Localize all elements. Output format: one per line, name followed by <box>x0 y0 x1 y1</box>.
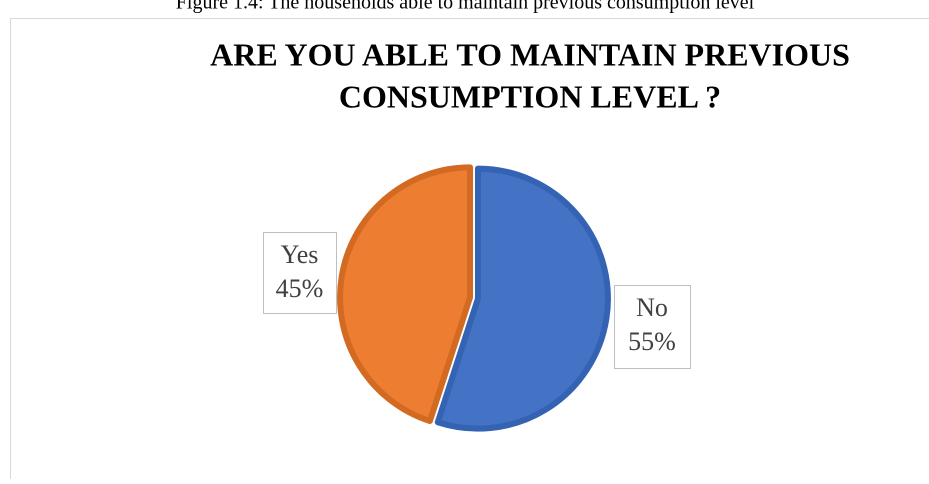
chart-title: CONSUMPTION LEVEL ? <box>339 78 721 114</box>
data-label-category: Yes <box>281 240 319 269</box>
chart-title: ARE YOU ABLE TO MAINTAIN PREVIOUS <box>210 36 850 72</box>
data-label-value: 55% <box>628 327 676 356</box>
data-label-category: No <box>636 293 668 322</box>
caption: Figure 1.4: The households able to maint… <box>176 0 755 14</box>
data-label-value: 45% <box>276 274 324 303</box>
